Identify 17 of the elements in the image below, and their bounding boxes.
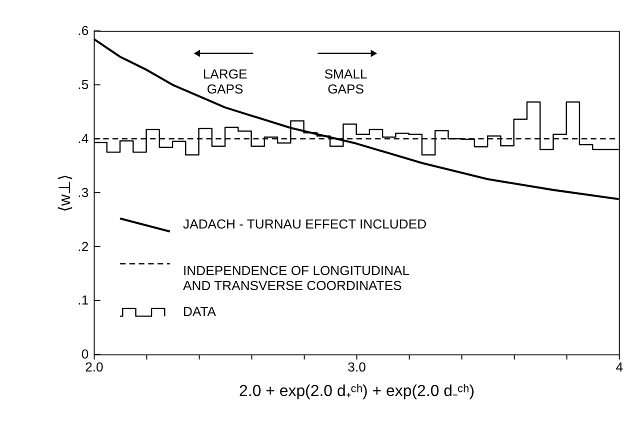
x-tick-label: 2.0	[85, 360, 104, 375]
y-tick-label: .1	[78, 292, 89, 308]
legend-label: DATA	[183, 304, 216, 320]
y-tick-label: .4	[78, 130, 89, 146]
x-tick-label: 3.0	[348, 360, 366, 375]
x-axis-title: 2.0 + exp(2.0 d₊ᶜʰ) + exp(2.0 d₋ᶜʰ)	[239, 383, 475, 400]
y-tick-label: .6	[78, 23, 89, 38]
y-tick-label: 0	[81, 346, 89, 362]
legend-label: JADACH - TURNAU EFFECT INCLUDED	[183, 216, 427, 232]
y-axis-title: ⟨w⊥⟩	[57, 174, 74, 212]
legend-label: INDEPENDENCE OF LONGITUDINAL AND TRANSVERSE COORDINATES	[183, 263, 410, 294]
y-tick-label: .2	[78, 238, 89, 254]
y-tick-label: .3	[78, 184, 89, 200]
annotation: LARGE GAPS	[202, 66, 248, 97]
x-tick-label: 4	[616, 360, 623, 375]
y-tick-label: .5	[78, 77, 89, 92]
annotation: SMALL GAPS	[324, 66, 368, 97]
